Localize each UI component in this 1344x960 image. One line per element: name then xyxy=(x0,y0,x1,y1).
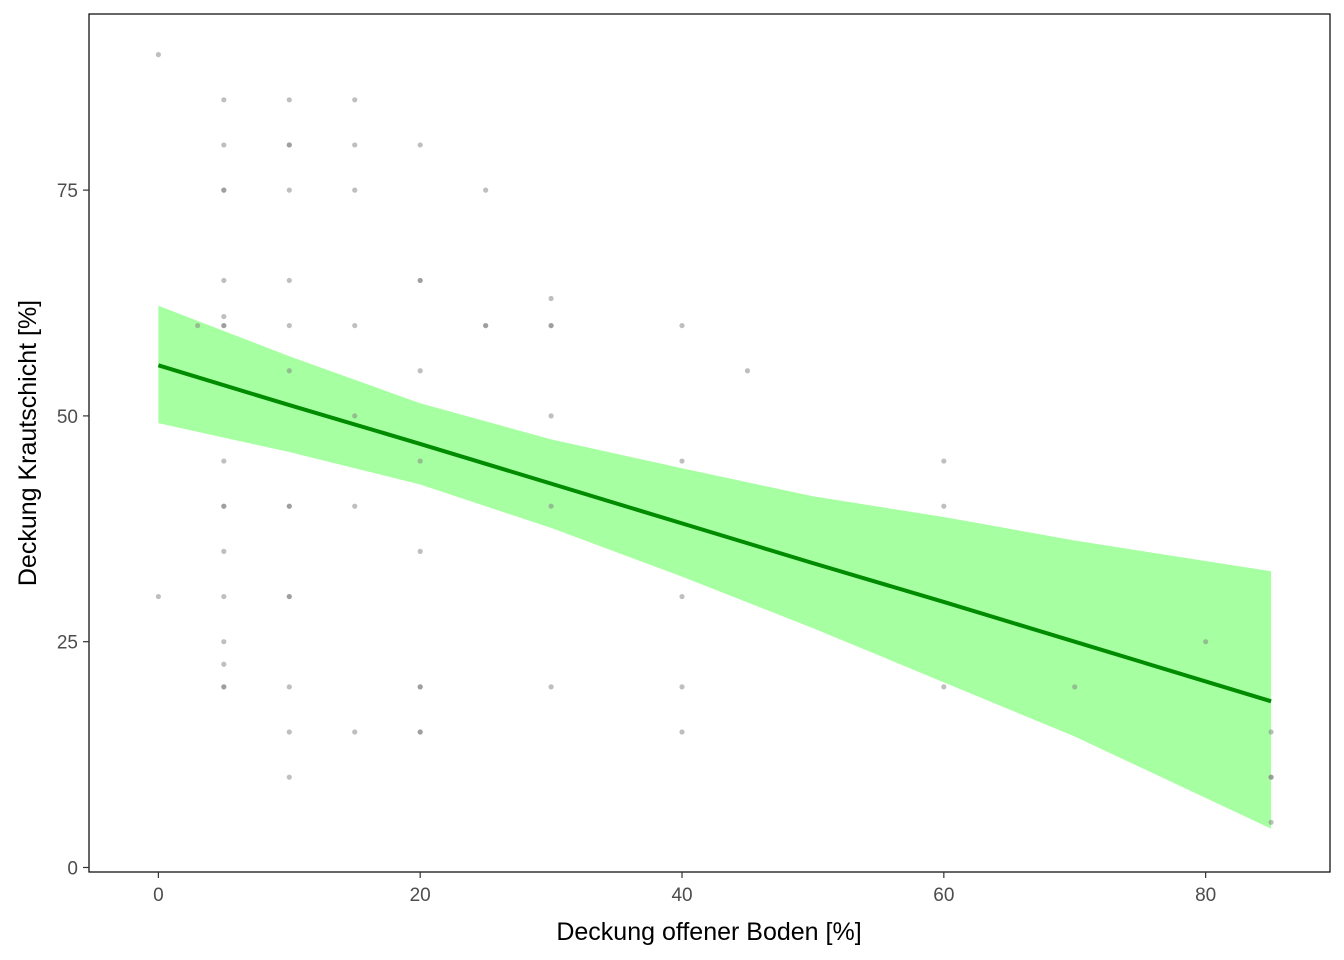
data-point xyxy=(221,97,227,103)
data-point xyxy=(352,187,358,193)
data-point xyxy=(679,458,685,464)
data-point xyxy=(221,458,227,464)
data-point xyxy=(352,322,358,329)
y-tick-label: 0 xyxy=(67,858,78,879)
data-point xyxy=(1268,819,1274,825)
data-point xyxy=(286,322,292,329)
data-point xyxy=(548,684,554,690)
data-point xyxy=(221,684,227,690)
x-tick-label: 60 xyxy=(933,885,954,906)
data-point xyxy=(1268,729,1274,735)
plot-border xyxy=(88,13,1331,873)
data-point xyxy=(286,187,292,193)
y-tick-label: 25 xyxy=(57,633,78,654)
points-layer xyxy=(155,52,1274,825)
data-point xyxy=(417,684,423,690)
data-point xyxy=(417,142,423,148)
y-axis-title: Deckung Krautschicht [%] xyxy=(14,300,42,586)
y-axis: 0 25 50 75 xyxy=(57,181,89,879)
data-point xyxy=(548,413,554,419)
x-axis: 0 20 40 60 80 xyxy=(153,872,1216,906)
fit-line xyxy=(157,363,1272,704)
data-point xyxy=(483,322,489,329)
x-axis-title: Deckung offener Boden [%] xyxy=(556,918,861,946)
data-point xyxy=(352,729,358,735)
data-point xyxy=(221,187,227,193)
data-point xyxy=(155,593,161,600)
x-tick-label: 20 xyxy=(410,885,431,906)
data-point xyxy=(417,368,423,374)
data-point xyxy=(286,774,292,780)
data-point xyxy=(679,322,685,329)
data-point xyxy=(941,503,947,509)
data-point xyxy=(286,684,292,690)
data-point xyxy=(221,142,227,148)
data-point xyxy=(679,729,685,735)
data-point xyxy=(1072,684,1078,690)
data-point xyxy=(679,593,685,600)
data-point xyxy=(286,368,292,374)
data-point xyxy=(548,295,554,302)
data-point xyxy=(352,142,358,148)
data-point xyxy=(286,503,292,509)
y-tick-label: 75 xyxy=(57,181,78,202)
data-point xyxy=(195,322,201,329)
data-point xyxy=(221,661,227,667)
data-point xyxy=(221,593,227,600)
data-point xyxy=(221,548,227,554)
confidence-band-layer xyxy=(158,305,1272,829)
data-point xyxy=(417,548,423,554)
data-point xyxy=(548,503,554,509)
data-point xyxy=(286,593,292,600)
data-point xyxy=(417,458,423,464)
data-point xyxy=(679,684,685,690)
fit-line-layer xyxy=(157,363,1272,704)
data-point xyxy=(352,97,358,103)
data-point xyxy=(352,413,358,419)
x-tick-label: 80 xyxy=(1195,885,1216,906)
data-point xyxy=(1268,774,1274,780)
data-point xyxy=(941,684,947,690)
data-point xyxy=(221,639,227,645)
data-point xyxy=(286,277,292,284)
data-point xyxy=(548,322,554,329)
x-tick-label: 0 xyxy=(153,885,164,906)
confidence-band xyxy=(158,305,1272,829)
y-tick-label: 50 xyxy=(57,407,78,428)
data-point xyxy=(286,729,292,735)
data-point xyxy=(155,52,161,58)
data-point xyxy=(221,503,227,509)
data-point xyxy=(1203,639,1209,645)
data-point xyxy=(286,97,292,103)
data-point xyxy=(221,313,227,320)
data-point xyxy=(744,368,751,374)
x-tick-label: 40 xyxy=(671,885,692,906)
data-point xyxy=(941,458,947,464)
data-point xyxy=(417,729,423,735)
data-point xyxy=(417,277,423,284)
data-point xyxy=(483,187,489,193)
data-point xyxy=(286,142,292,148)
data-point xyxy=(352,503,358,509)
data-point xyxy=(221,277,227,284)
data-point xyxy=(221,322,227,329)
